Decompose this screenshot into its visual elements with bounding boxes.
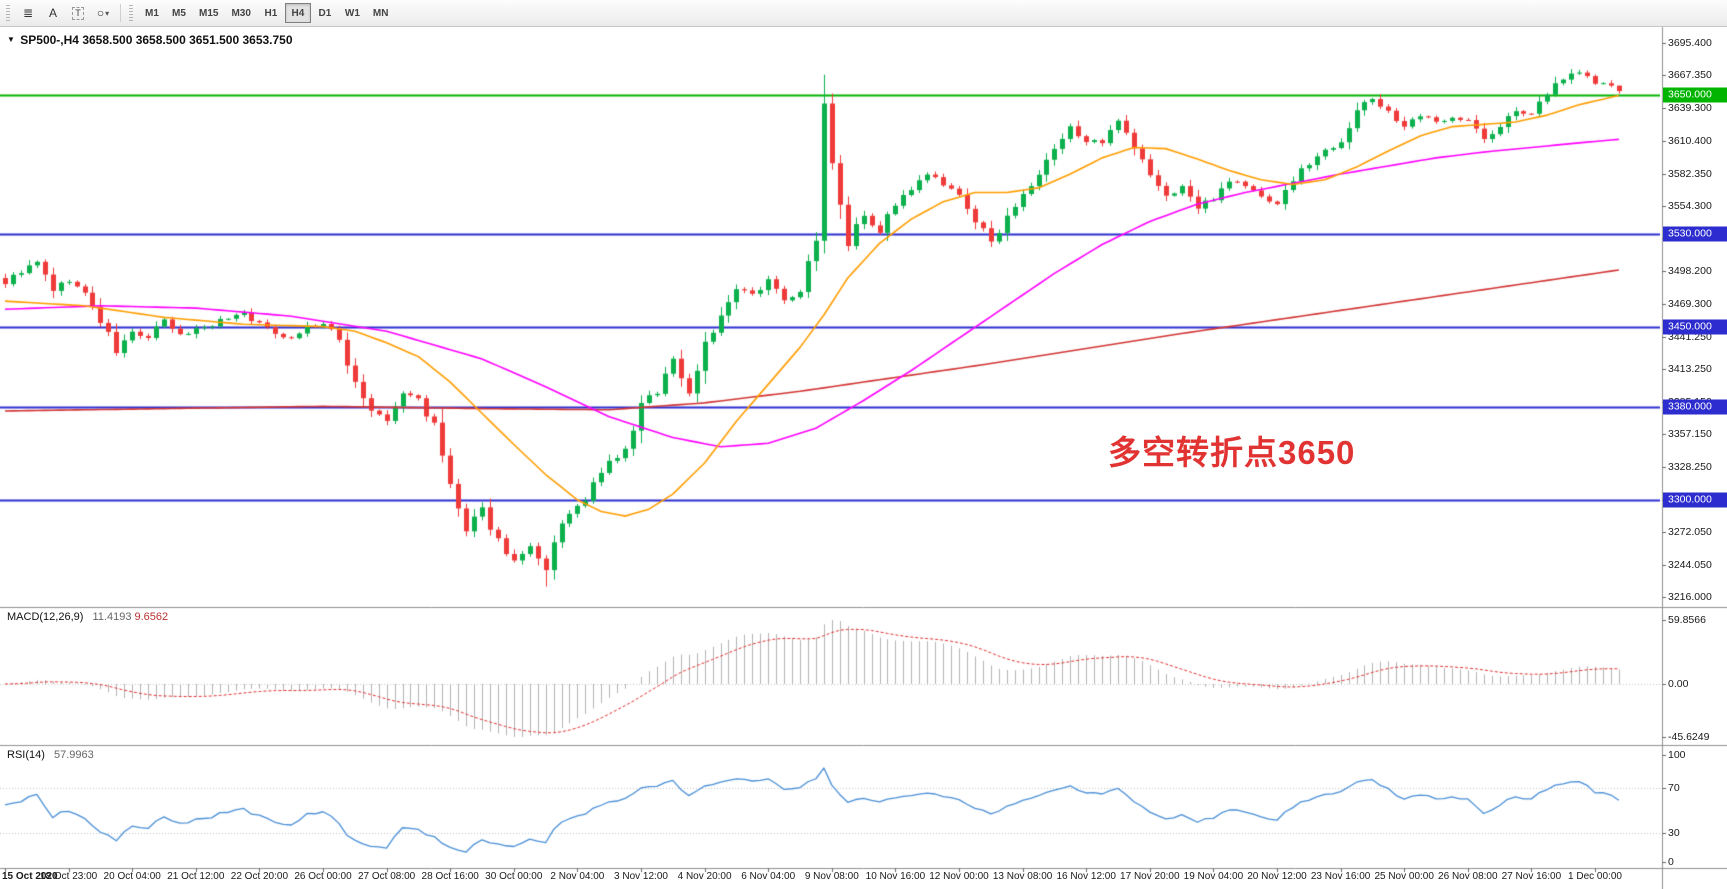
timeframe-button-h1[interactable]: H1 [264,7,278,19]
time-axis-label: 4 Nov 20:00 [677,871,732,882]
text-tool-icon: A [48,6,57,20]
price-axis-label: 3357.150 [1668,427,1712,440]
timeframe-button-h4[interactable]: H4 [284,3,311,23]
macd-axis-label: 0.00 [1668,678,1689,690]
timeframe-button-m30[interactable]: M30 [231,7,251,19]
macd-name: MACD(12,26,9) [7,611,84,623]
price-axis-label: 3695.400 [1668,37,1712,49]
price-axis-label: 3216.000 [1668,591,1712,603]
price-level-badge: 3380.000 [1663,399,1727,415]
text-label-tool-icon: T [72,6,84,20]
timeframe-button-w1[interactable]: W1 [344,7,360,19]
price-axis-label: 3667.350 [1668,69,1712,82]
time-axis-label: 20 Oct 04:00 [103,871,161,882]
time-axis-label: 19 Nov 04:00 [1183,871,1244,882]
time-axis-label: 22 Oct 20:00 [230,871,289,882]
chart-title: ▼ SP500-,H4 3658.500 3658.500 3651.500 3… [7,33,293,47]
time-axis-label: 16 Nov 12:00 [1056,871,1116,882]
price-level-badge: 3650.000 [1663,87,1727,103]
chart-list-tool-button[interactable]: ≣ [16,3,40,23]
rsi-axis-label: 100 [1668,749,1686,761]
price-axis-label: 3498.200 [1668,264,1712,277]
macd-axis-label: -45.6249 [1668,731,1710,743]
price-level-badge: 3450.000 [1663,319,1727,335]
macd-value-main: 11.4193 [92,611,132,623]
macd-value-signal: 9.6562 [134,611,169,623]
time-axis-label: 20 Nov 12:00 [1247,871,1307,882]
toolbar-separator [120,4,121,22]
timeframe-button-m1[interactable]: M1 [145,7,159,19]
drawing-tools-group: ≣ A T ○ ▾ [16,3,115,23]
time-axis-label: 30 Oct 00:00 [485,871,543,882]
ohlc-values: 3658.500 3658.500 3651.500 3653.750 [82,33,293,47]
price-axis-label: 3469.300 [1668,298,1712,311]
time-axis-label: 15 Oct 2020 [2,871,58,882]
shapes-tool-icon: ○ [96,6,105,20]
time-axis-label: 9 Nov 08:00 [804,871,859,882]
price-axis-label: 3554.300 [1668,200,1712,213]
time-axis-label: 26 Oct 00:00 [294,871,352,882]
macd-axis-label: 59.8566 [1668,614,1706,626]
rsi-axis-label: 70 [1668,782,1680,795]
rsi-name: RSI(14) [7,749,45,761]
time-axis-label: 21 Oct 12:00 [167,871,225,882]
toolbar-grip[interactable] [6,5,10,21]
dropdown-caret-icon: ▾ [105,8,110,18]
top-toolbar: ≣ A T ○ ▾ M1 M5 M15 M30 H1 H4 D1 W1 MN [0,0,1727,27]
macd-label: MACD(12,26,9) 11.4193 9.6562 [7,611,168,623]
chart-list-tool-icon: ≣ [22,6,34,20]
time-axis-label: 17 Nov 20:00 [1120,871,1180,882]
time-axis-label: 27 Nov 16:00 [1501,871,1562,882]
time-axis-label: 6 Nov 04:00 [741,871,796,882]
time-axis-label: 18 Oct 23:00 [39,871,98,882]
timeframe-button-m15[interactable]: M15 [199,7,219,19]
symbol-timeframe: SP500-,H4 [20,33,79,47]
time-axis-label: 2 Nov 04:00 [550,871,605,882]
timeframe-button-mn[interactable]: MN [372,7,389,19]
timeframe-button-m5[interactable]: M5 [172,7,186,19]
price-axis-label: 3610.400 [1668,135,1712,148]
time-axis-label: 13 Nov 08:00 [992,871,1053,882]
rsi-axis-label: 30 [1668,826,1680,839]
toolbar-grip[interactable] [129,5,133,21]
text-label-tool-button[interactable]: T [66,3,90,23]
time-axis-label: 23 Nov 16:00 [1310,871,1371,882]
price-axis-label: 3272.050 [1668,526,1712,539]
price-axis-label: 3328.250 [1668,461,1712,474]
time-axis-label: 10 Nov 16:00 [865,871,926,882]
price-axis-label: 3413.250 [1668,363,1712,376]
price-axis-label: 3582.350 [1668,167,1712,180]
rsi-value: 57.9963 [53,749,94,761]
symbol-marker-icon: ▼ [7,35,15,44]
time-axis-label: 25 Nov 00:00 [1374,871,1434,882]
timeframe-button-d1[interactable]: D1 [318,7,332,19]
price-level-badge: 3300.000 [1663,492,1727,508]
shapes-tool-button[interactable]: ○ ▾ [91,3,115,23]
time-axis-label: 3 Nov 12:00 [614,871,668,882]
rsi-axis-label: 0 [1668,856,1674,868]
price-axis-label: 3244.050 [1668,558,1712,571]
text-tool-button[interactable]: A [41,3,65,23]
timeframe-group: M1 M5 M15 M30 H1 H4 D1 W1 MN [139,3,394,23]
price-axis-label: 3639.300 [1668,101,1712,114]
time-axis-label: 28 Oct 16:00 [421,871,479,882]
rsi-label: RSI(14) 57.9963 [7,749,94,761]
price-annotation: 多空转折点3650 [1108,434,1356,471]
time-axis-label: 1 Dec 00:00 [1568,871,1622,882]
time-axis-label: 26 Nov 08:00 [1438,871,1498,882]
time-axis-label: 12 Nov 00:00 [929,871,989,882]
price-level-badge: 3530.000 [1663,226,1727,242]
time-axis-label: 27 Oct 08:00 [357,871,416,882]
